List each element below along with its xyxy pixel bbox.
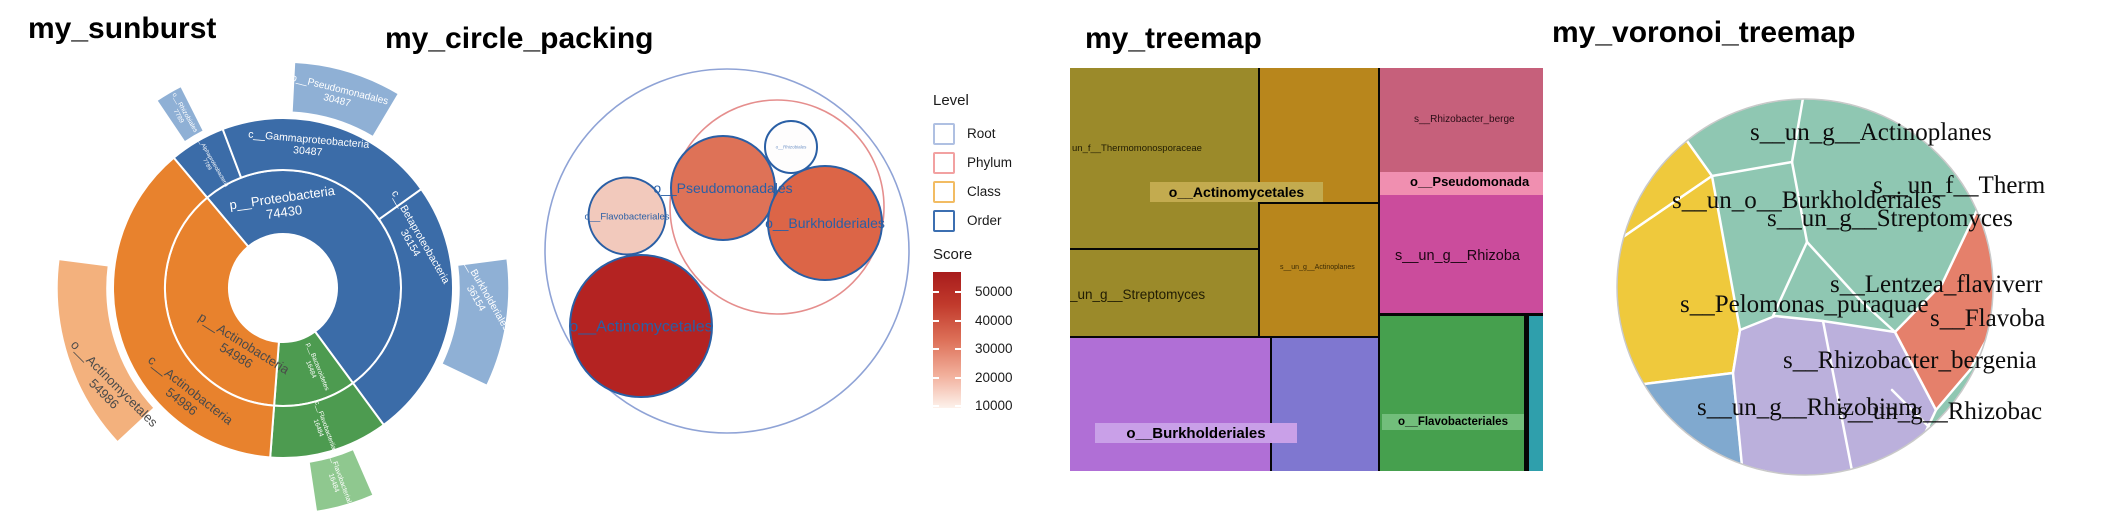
packing-label-o__Actinomycetales: o__Actinomycetales bbox=[569, 319, 712, 336]
packing-circle-o__Burkholderiales bbox=[767, 165, 883, 281]
voronoi-label-thermomonosporaceae: s__un_f__Therm bbox=[1873, 172, 2046, 199]
treemap-cell-burkholderiales-left bbox=[1070, 338, 1270, 471]
colorbar-tick-label: 30000 bbox=[975, 341, 1013, 356]
voronoi-label-un-o-burkholderiales: s__un_o__Burkholderiales bbox=[1672, 187, 1941, 214]
score-colorbar bbox=[933, 272, 961, 408]
treemap-cell-thermomonosporaceae bbox=[1070, 68, 1258, 248]
colorbar-tick bbox=[955, 376, 961, 379]
treemap-cell-burkholderiales-right bbox=[1272, 338, 1378, 471]
sunburst-segment-o__Actinomycetales bbox=[56, 258, 156, 444]
treemap-title: my_treemap bbox=[1085, 22, 1262, 55]
sunburst-segment-o__Pseudomonadales bbox=[291, 61, 400, 138]
voronoi-label-actinoplanes: s__un_g__Actinoplanes bbox=[1750, 119, 1992, 146]
legend-label: Order bbox=[967, 213, 1002, 228]
colorbar-tick bbox=[933, 319, 939, 322]
packing-label-o__Burkholderiales: o__Burkholderiales bbox=[765, 215, 885, 231]
packing-circle-Root bbox=[544, 68, 910, 434]
sunburst-segment-o__Rhizobiales bbox=[155, 85, 205, 144]
packing-circle-o__Pseudomonadales bbox=[670, 135, 776, 241]
treemap-group-label-flavobacteriales: o__Flavobacteriales bbox=[1382, 414, 1524, 430]
treemap-cell-actinomycetales-upper bbox=[1260, 68, 1378, 202]
sunburst-title: my_sunburst bbox=[28, 12, 217, 45]
packing-circle-o__Flavobacteriales bbox=[587, 176, 667, 256]
colorbar-tick bbox=[933, 376, 939, 379]
circle-packing-chart: o__Flavobacteriales o__Rhizobiales o__Pseu… bbox=[544, 68, 910, 434]
treemap-label-un-g-rhizoba: s__un_g__Rhizoba bbox=[1395, 248, 1520, 264]
treemap-cell-actinoplanes bbox=[1260, 204, 1378, 336]
voronoi-divider bbox=[1821, 319, 1855, 475]
colorbar-tick bbox=[955, 319, 961, 322]
voronoi-label-lentzea: s__Lentzea_flaviverr bbox=[1830, 271, 2043, 298]
treemap-plot: o__Actinomycetales o__Burkholderiales o__F… bbox=[1070, 68, 1543, 471]
treemap-cell-rhizobacter-bergeniae bbox=[1380, 68, 1543, 172]
voronoi-divider bbox=[1890, 388, 1932, 430]
voronoi-divider bbox=[1790, 99, 1805, 164]
packing-circle-p__Proteobacteria bbox=[669, 99, 885, 315]
legend-swatch-root bbox=[933, 123, 955, 145]
treemap-cell-streptomyces bbox=[1070, 250, 1258, 336]
treemap-group-label-burkholderiales: o__Burkholderiales bbox=[1095, 423, 1297, 443]
voronoi-outer-circle bbox=[1616, 98, 1994, 476]
treemap-label-streptomyces: _un_g__Streptomyces bbox=[1070, 287, 1206, 302]
voronoi-label-rhizobacter: s__Rhizobacter_bergenia bbox=[1783, 347, 2037, 374]
voronoi-cell-blue-bottom-left bbox=[1617, 371, 1744, 475]
voronoi-label-streptomyces: s__un_g__Streptomyces bbox=[1767, 205, 2013, 232]
packing-label-o__Rhizobiales: o__Rhizobiales bbox=[776, 145, 808, 150]
legend-label: Root bbox=[967, 126, 996, 141]
voronoi-divider bbox=[1805, 240, 1897, 334]
treemap-label-rhizobacter-berge: s__Rhizobacter_berge bbox=[1414, 114, 1515, 125]
legend-swatch-class bbox=[933, 181, 955, 203]
colorbar-tick-label: 20000 bbox=[975, 369, 1013, 385]
packing-label-o__Flavobacteriales: o__Flavobacteriales bbox=[584, 211, 669, 222]
sunburst-segment-o__Flavobacteriales bbox=[308, 448, 375, 512]
voronoi-label-un-g-rhizobac: s__un_g__Rhizobac bbox=[1838, 398, 2042, 425]
voronoi-cell-salmon-right bbox=[1893, 206, 1993, 412]
colorbar-tick bbox=[933, 291, 939, 293]
sunburst-segment-o__Burkholderiales bbox=[440, 257, 510, 387]
colorbar-tick bbox=[933, 348, 939, 350]
legend-label: Phylum bbox=[967, 155, 1013, 170]
treemap-label-thermomonosporaceae: un_f__Thermomonosporaceae bbox=[1072, 143, 1202, 154]
legend-score-title: Score bbox=[933, 246, 973, 263]
voronoi-label-pelomonas: s__Pelomonas_puraquae bbox=[1680, 291, 1929, 318]
voronoi-treemap-title: my_voronoi_treemap bbox=[1552, 16, 1856, 49]
treemap-cell-pseudomonadales-strip bbox=[1380, 172, 1543, 195]
treemap-cell-rhizobiales-strip bbox=[1529, 316, 1543, 471]
colorbar-tick bbox=[955, 291, 961, 293]
packing-circle-o__Rhizobiales bbox=[764, 120, 818, 174]
voronoi-divider bbox=[1771, 240, 1809, 318]
circle-packing-title: my_circle_packing bbox=[385, 22, 654, 55]
treemap-label-actinoplanes: s__un_g__Actinoplanes bbox=[1280, 264, 1355, 271]
treemap-label-pseudomonadales: o__Pseudomonada bbox=[1410, 174, 1530, 189]
sunburst-chart: p__Proteobacteria74430c__Alphaproteobact… bbox=[56, 61, 512, 512]
voronoi-label-flavobacterium: s__Flavoba bbox=[1930, 305, 2045, 332]
colorbar-tick-label: 50000 bbox=[975, 284, 1013, 299]
treemap-cell-flavobacteriales bbox=[1380, 316, 1524, 471]
treemap-group-label-actinomycetales: o__Actinomycetales bbox=[1150, 182, 1323, 202]
colorbar-tick bbox=[955, 405, 961, 407]
legend-level-title: Level bbox=[933, 92, 969, 109]
voronoi-label-rhizobium: s__un_g__Rhizobium bbox=[1697, 394, 1918, 421]
treemap-cell-un-g-rhizoba bbox=[1380, 195, 1543, 313]
circle-packing-legend: Level Score Root Phylum Class Order 50000 400… bbox=[933, 92, 1073, 422]
legend-label: Class bbox=[967, 184, 1001, 199]
voronoi-divider bbox=[1710, 160, 1794, 178]
colorbar-tick-label: 40000 bbox=[975, 312, 1013, 328]
packing-circle-o__Actinomycetales bbox=[569, 254, 713, 398]
legend-swatch-order bbox=[933, 210, 955, 232]
legend-swatch-phylum bbox=[933, 152, 955, 174]
packing-label-o__Pseudomonadales: o__Pseudomonadales bbox=[653, 180, 792, 196]
colorbar-tick-label: 10000 bbox=[975, 398, 1013, 413]
colorbar-tick bbox=[933, 405, 939, 407]
sunburst-segment-c__Actinobacteria bbox=[111, 156, 276, 459]
voronoi-divider bbox=[1790, 160, 1809, 244]
colorbar-tick bbox=[955, 348, 961, 350]
